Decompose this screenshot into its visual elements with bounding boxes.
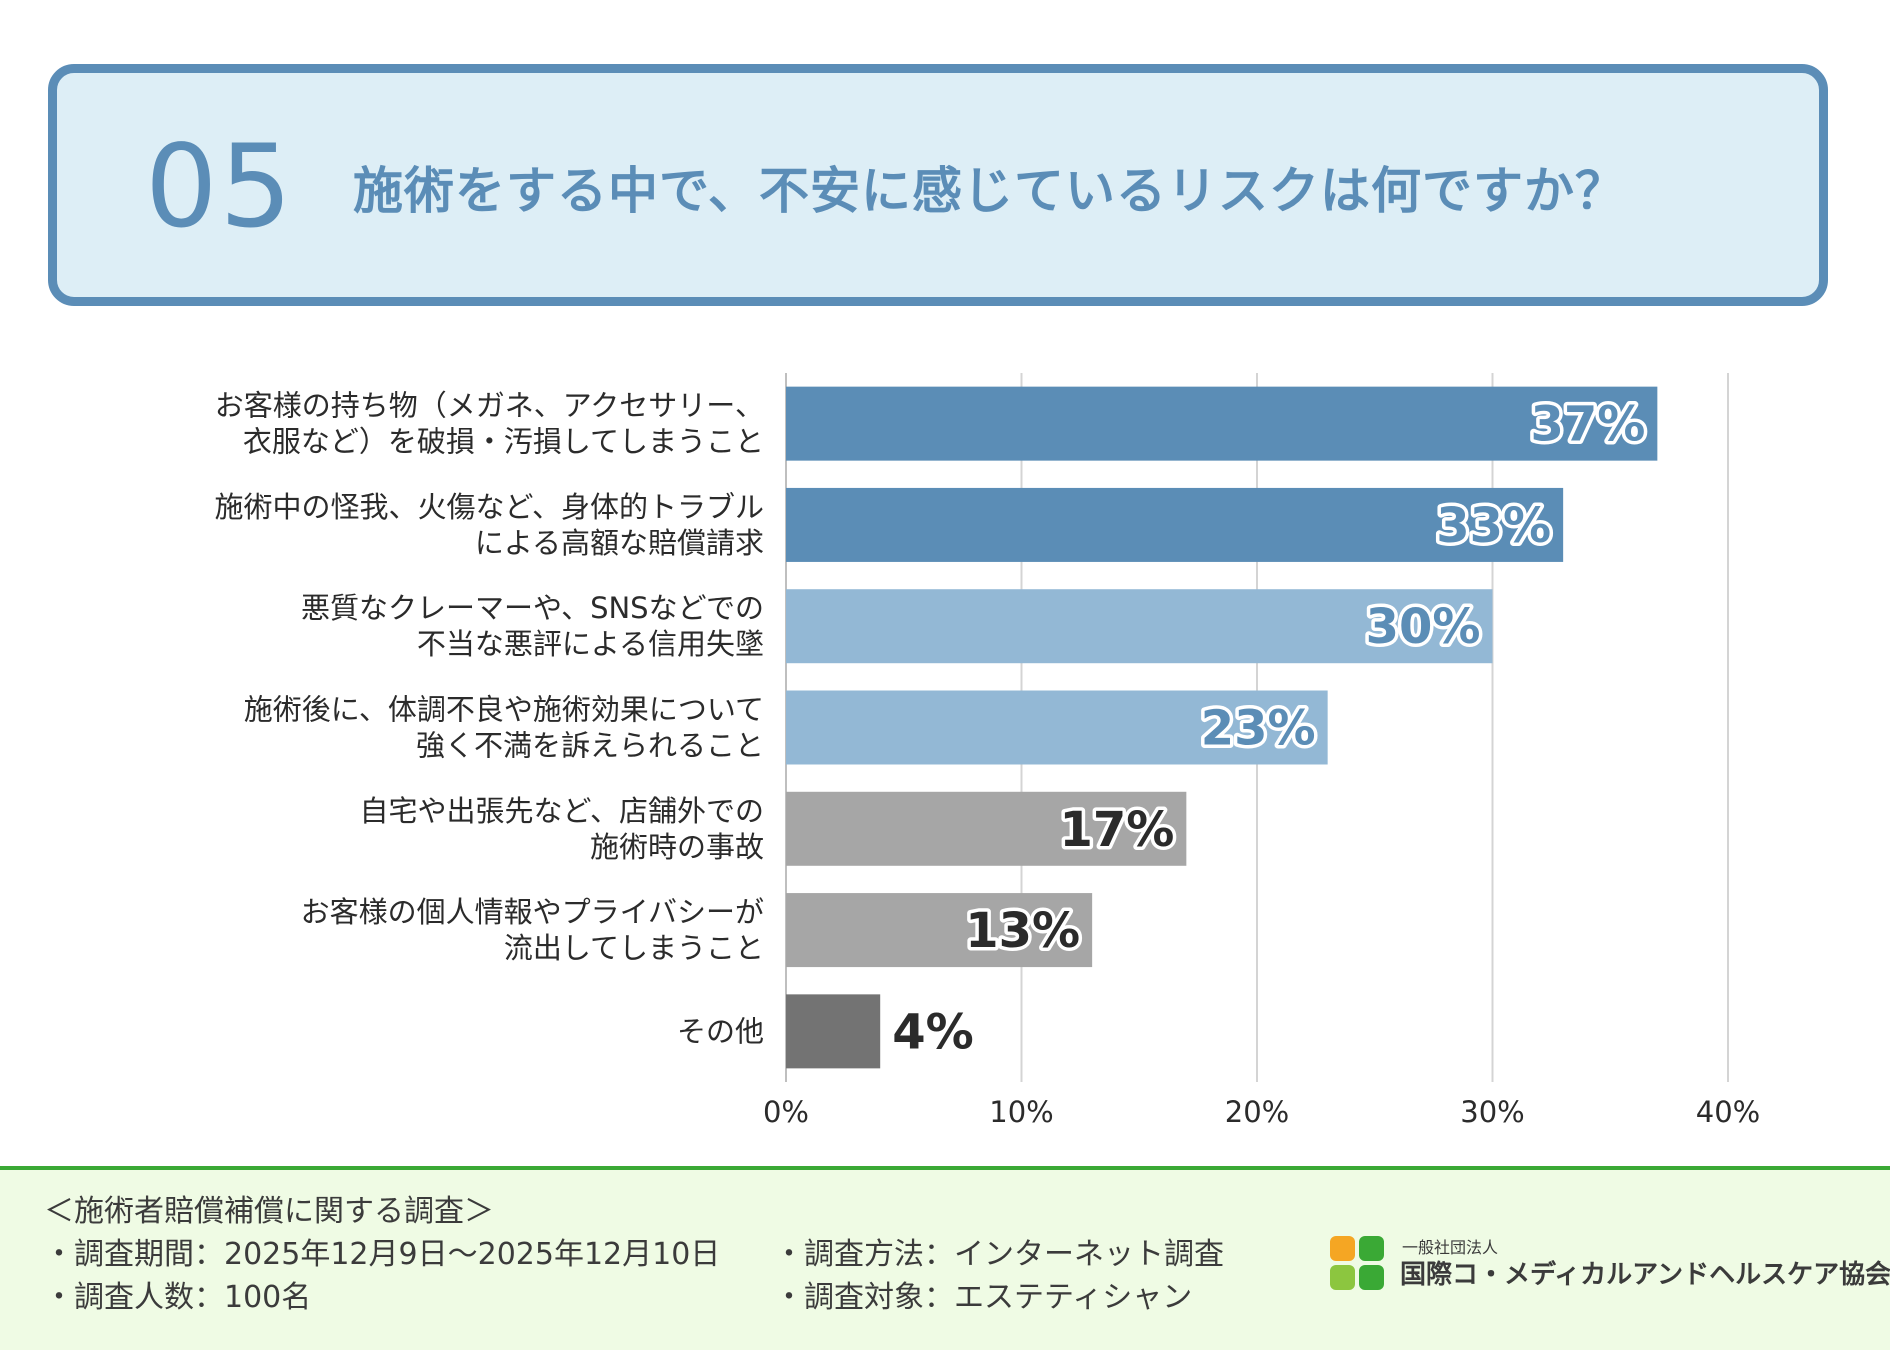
x-axis-ticks: 0% 10% 20% 30% 40% [763,1095,1760,1129]
survey-period: ・調査期間：2025年12月9日〜2025年12月10日 [44,1237,721,1272]
org-type-label: 一般社団法人 [1402,1238,1499,1257]
bar [786,893,1093,968]
x-tick-label: 0% [763,1095,809,1129]
bar [786,690,1328,765]
org-name: 国際コ・メディカルアンドヘルスケア協会 [1400,1260,1890,1290]
value-label: 17% [1059,802,1174,858]
bar [786,791,1187,866]
bar-chart: お客様の持ち物（メガネ、アクセサリー、衣服など）を破損・汚損してしまうこと施術中… [214,373,1760,1129]
category-label: 施術時の事故 [590,830,764,864]
question-title: 施術をする中で、不安に感じているリスクは何ですか？ [353,162,1626,220]
category-labels: お客様の持ち物（メガネ、アクセサリー、衣服など）を破損・汚損してしまうこと施術中… [214,389,764,1049]
question-header-box: 05 施術をする中で、不安に感じているリスクは何ですか？ [48,64,1828,306]
value-labels: 37% 33% 30% 23% 17% 13% 4% [892,393,1649,1060]
survey-footer: ＜施術者賠償補償に関する調査＞ ・調査期間：2025年12月9日〜2025年12… [0,1166,1890,1350]
x-tick-label: 10% [989,1095,1053,1129]
category-label: 施術後に、体調不良や施術効果について [244,693,764,727]
x-tick-label: 20% [1225,1095,1289,1129]
value-label: 13% [965,903,1080,959]
bar [786,386,1658,461]
category-label: 衣服など）を破損・汚損してしまうこと [243,425,764,459]
survey-count: ・調査人数：100名 [44,1280,312,1315]
category-label: 自宅や出張先など、店舗外での [359,794,764,828]
question-number: 05 [145,120,295,253]
bars [786,386,1658,1069]
org-logo-icon [1330,1236,1384,1290]
survey-target: ・調査対象：エステティシャン [774,1280,1193,1315]
value-label: 30% [1366,599,1481,655]
value-label: 23% [1201,701,1316,757]
bar [786,589,1493,664]
category-label: 悪質なクレーマーや、SNSなどでの [301,591,764,625]
category-label: 施術中の怪我、火傷など、身体的トラブル [214,490,764,524]
category-label: お客様の個人情報やプライバシーが [301,895,764,929]
category-label: その他 [677,1014,764,1048]
category-label: 流出してしまうこと [504,931,764,965]
bar [786,487,1564,562]
value-label: 4% [892,1004,974,1060]
category-label: 不当な悪評による信用失墜 [417,627,764,661]
category-label: お客様の持ち物（メガネ、アクセサリー、 [215,389,764,423]
survey-method: ・調査方法：インターネット調査 [774,1237,1224,1272]
category-label: 強く不満を訴えられること [416,729,764,763]
value-label: 37% [1530,397,1645,453]
survey-title: ＜施術者賠償補償に関する調査＞ [44,1194,494,1229]
x-tick-label: 30% [1460,1095,1524,1129]
value-label: 33% [1436,498,1551,554]
x-tick-label: 40% [1696,1095,1760,1129]
bar [786,994,881,1069]
category-label: による高額な賠償請求 [475,526,764,560]
